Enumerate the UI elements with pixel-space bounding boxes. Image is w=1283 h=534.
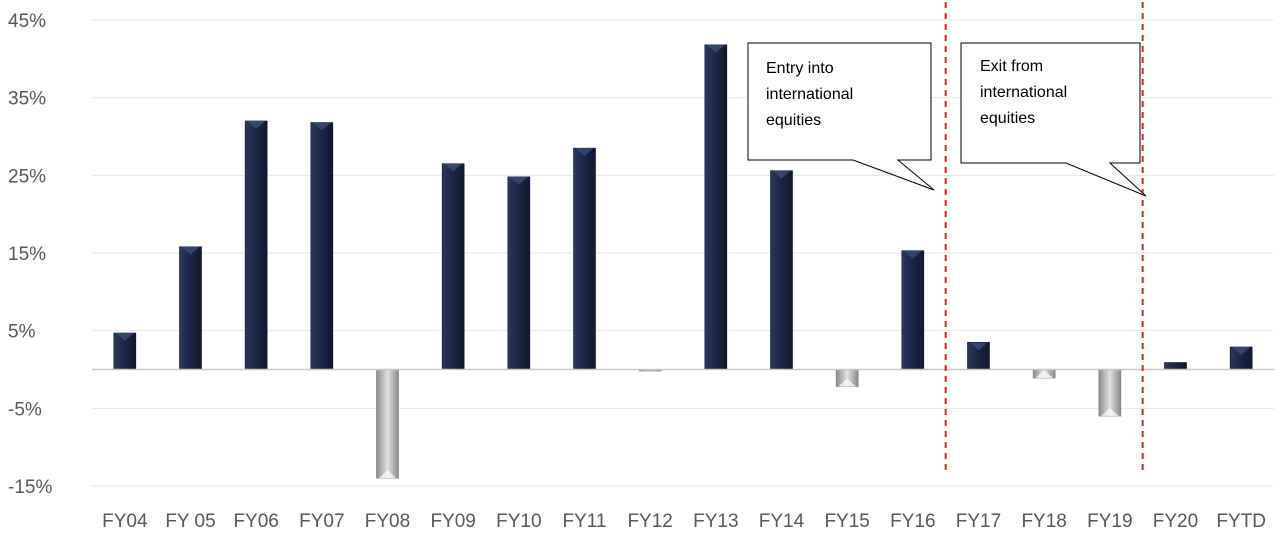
- bar: [704, 44, 728, 370]
- bar: [179, 246, 202, 370]
- callout-exit-line-1: Exit from: [980, 58, 1043, 75]
- bar: [507, 176, 531, 370]
- bar: [573, 147, 596, 370]
- bar-bevel: [1100, 408, 1119, 417]
- bar: [901, 250, 925, 370]
- callout-entry-line-3: equities: [766, 112, 821, 129]
- bar-bevel: [1035, 370, 1054, 379]
- x-tick-label: FY16: [890, 511, 935, 532]
- x-tick-label: FY10: [496, 511, 541, 532]
- period-markers: [944, 2, 1144, 474]
- x-tick-label: FY15: [824, 511, 869, 532]
- bar-bevel: [509, 176, 528, 185]
- x-tick-label: FY14: [759, 511, 805, 532]
- callout-entry-line-1: Entry into: [766, 60, 834, 77]
- y-tick-label: -5%: [8, 399, 42, 420]
- y-tick-label: -15%: [8, 477, 52, 498]
- x-tick-label: FY07: [299, 511, 344, 532]
- bar-bevel: [772, 170, 791, 179]
- bar-bevel: [1232, 346, 1251, 355]
- y-tick-label: 15%: [8, 244, 46, 265]
- bar: [770, 170, 793, 370]
- x-tick-label: FY13: [693, 511, 738, 532]
- callout-exit-line-3: equities: [980, 110, 1035, 127]
- bar-bevel: [115, 332, 134, 341]
- bars: [113, 44, 1253, 479]
- bar: [441, 163, 465, 370]
- bar-bevel: [903, 250, 922, 259]
- x-tick-label: FY 05: [165, 511, 215, 532]
- y-axis-tick-labels: -15% -5% 5% 15% 25% 35% 45%: [8, 11, 52, 498]
- bar-bevel: [444, 163, 463, 172]
- bar-bevel: [247, 120, 266, 129]
- gridlines: [92, 19, 1274, 487]
- callout-exit-shape: [960, 42, 1147, 197]
- x-tick-label: FY06: [233, 511, 278, 532]
- x-tick-label: FY09: [430, 511, 475, 532]
- bar-bevel: [378, 470, 397, 479]
- y-tick-label: 5%: [8, 322, 36, 343]
- bar: [1164, 362, 1187, 370]
- x-tick-label: FY17: [956, 511, 1001, 532]
- bar: [376, 369, 399, 479]
- bar-bevel: [181, 246, 200, 255]
- x-tick-label: FY11: [562, 511, 606, 532]
- callout-exit: Exit from international equities: [960, 42, 1147, 197]
- bar-bevel: [838, 378, 857, 387]
- x-tick-label: FY18: [1021, 511, 1066, 532]
- x-tick-label: FY08: [365, 511, 410, 532]
- y-tick-label: 25%: [8, 166, 46, 187]
- x-axis-category-labels: FY04 FY 05 FY06 FY07 FY08 FY09 FY10 FY11 FY12 FY1…: [102, 511, 1266, 532]
- callout-entry-line-2: international: [766, 86, 853, 103]
- callout-entry-shape: [747, 42, 935, 191]
- callout-entry: Entry into international equities: [747, 42, 935, 191]
- callout-exit-line-2: international: [980, 84, 1067, 101]
- bar: [310, 122, 334, 370]
- x-tick-label: FYTD: [1216, 511, 1266, 532]
- x-tick-label: FY19: [1087, 511, 1132, 532]
- x-tick-label: FY04: [102, 511, 148, 532]
- bar-bevel: [575, 148, 594, 157]
- bar-bevel: [706, 44, 725, 53]
- y-tick-label: 45%: [8, 11, 46, 32]
- bar-bevel: [969, 342, 988, 351]
- bar-bevel: [312, 122, 331, 131]
- bar: [244, 120, 268, 370]
- x-tick-label: FY20: [1153, 511, 1198, 532]
- y-tick-label: 35%: [8, 89, 46, 110]
- x-tick-label: FY12: [627, 511, 672, 532]
